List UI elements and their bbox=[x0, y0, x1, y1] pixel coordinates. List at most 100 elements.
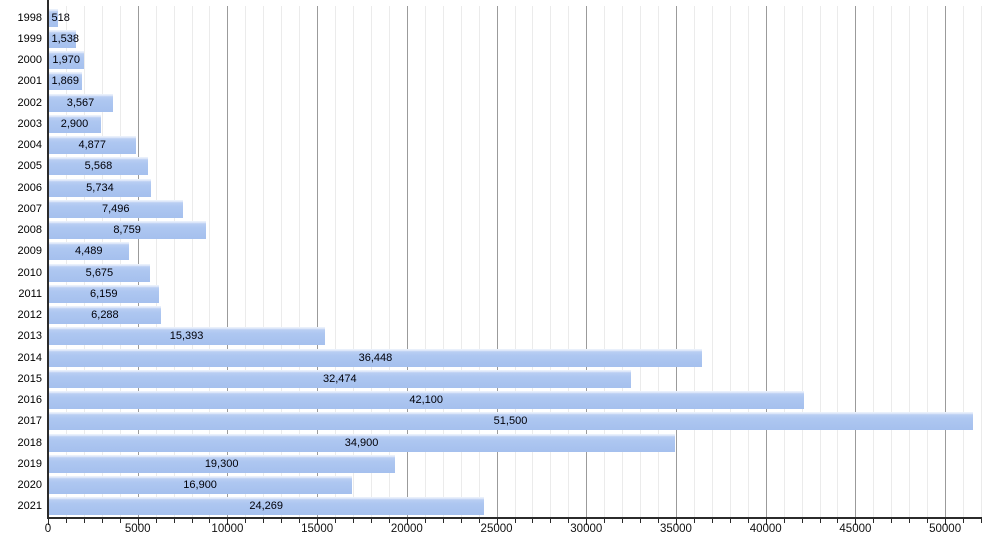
gridline-minor bbox=[568, 6, 570, 517]
x-axis-minor-tick bbox=[981, 518, 982, 523]
x-axis-minor-tick bbox=[729, 518, 731, 523]
x-axis-minor-tick bbox=[711, 518, 713, 523]
x-axis-major-tick bbox=[855, 518, 857, 525]
x-axis-minor-tick bbox=[927, 518, 929, 523]
bar-value-label: 4,489 bbox=[75, 245, 103, 258]
x-axis-tick-label: 20000 bbox=[390, 523, 423, 535]
gridline-major bbox=[855, 6, 857, 517]
y-axis-category-label: 2000 bbox=[17, 54, 42, 67]
gridline-minor bbox=[209, 6, 211, 517]
x-axis-minor-tick bbox=[299, 518, 301, 523]
x-axis-minor-tick bbox=[514, 518, 516, 523]
y-axis-line bbox=[47, 0, 49, 518]
bar-value-label: 36,448 bbox=[358, 351, 393, 364]
x-axis-minor-tick bbox=[335, 518, 337, 523]
bar-value-label: 8,759 bbox=[113, 224, 141, 237]
x-axis-tick-label: 10000 bbox=[211, 523, 244, 535]
y-axis-category-label: 1999 bbox=[17, 32, 42, 45]
gridline-major bbox=[945, 6, 947, 517]
bar: 6,159 bbox=[48, 284, 159, 303]
y-axis-category-label: 2007 bbox=[17, 202, 42, 215]
x-axis-minor-tick bbox=[783, 518, 785, 523]
bar-value-label: 5,568 bbox=[84, 160, 113, 173]
gridline-minor bbox=[729, 6, 731, 517]
y-axis-category-label: 2014 bbox=[17, 351, 42, 364]
bar: 2,900 bbox=[48, 114, 101, 133]
x-axis-minor-tick bbox=[83, 518, 85, 523]
bar: 6,288 bbox=[48, 306, 162, 325]
gridline-minor bbox=[873, 6, 875, 517]
x-axis-major-tick bbox=[675, 518, 677, 525]
y-axis-category-label: 2016 bbox=[17, 394, 42, 407]
x-axis-tick-label: 50000 bbox=[929, 523, 962, 535]
gridline-minor bbox=[747, 6, 749, 517]
y-axis-category-label: 2012 bbox=[17, 309, 42, 322]
gridline-minor bbox=[514, 6, 516, 517]
x-axis-minor-tick bbox=[281, 518, 283, 523]
gridline-minor bbox=[622, 6, 624, 517]
y-axis-category-label: 2006 bbox=[17, 181, 42, 194]
y-axis-category-label: 2013 bbox=[17, 330, 42, 343]
y-axis-category-label: 2020 bbox=[17, 479, 42, 492]
gridline-minor bbox=[640, 6, 642, 517]
x-axis-minor-tick bbox=[693, 518, 695, 523]
bar-value-label: 1,869 bbox=[51, 75, 80, 88]
gridline-minor bbox=[963, 6, 965, 517]
y-axis-category-label: 2008 bbox=[17, 224, 42, 237]
x-axis-tick-label: 0 bbox=[44, 523, 52, 535]
bar: 1,869 bbox=[48, 72, 83, 91]
gridline-major bbox=[406, 6, 408, 517]
x-axis-minor-tick bbox=[191, 518, 193, 523]
y-axis-category-label: 2011 bbox=[18, 287, 42, 300]
gridline-minor bbox=[658, 6, 660, 517]
gridline-major bbox=[586, 6, 588, 517]
x-axis-minor-tick bbox=[442, 518, 444, 523]
gridline-minor bbox=[837, 6, 839, 517]
bar-value-label: 6,159 bbox=[89, 287, 118, 300]
y-axis-category-label: 1998 bbox=[17, 11, 42, 24]
x-axis-minor-tick bbox=[909, 518, 911, 523]
y-axis-category-label: 2017 bbox=[17, 415, 42, 428]
x-axis-minor-tick bbox=[622, 518, 624, 523]
gridline-minor bbox=[353, 6, 355, 517]
x-axis-tick-label: 30000 bbox=[570, 523, 603, 535]
x-axis-minor-tick bbox=[209, 518, 211, 523]
gridline-minor bbox=[711, 6, 713, 517]
bar: 4,877 bbox=[48, 136, 136, 155]
x-axis-minor-tick bbox=[819, 518, 821, 523]
gridline-minor bbox=[981, 6, 982, 517]
bar: 42,100 bbox=[48, 391, 804, 410]
x-axis-minor-tick bbox=[837, 518, 839, 523]
x-axis-major-tick bbox=[765, 518, 767, 525]
x-axis-minor-tick bbox=[424, 518, 426, 523]
gridline-major bbox=[317, 6, 319, 517]
x-axis-minor-tick bbox=[478, 518, 480, 523]
bar: 5,675 bbox=[48, 263, 151, 282]
y-axis-category-label: 2010 bbox=[17, 266, 42, 279]
gridline-minor bbox=[101, 6, 103, 517]
gridline-minor bbox=[263, 6, 265, 517]
bar: 1,538 bbox=[48, 29, 80, 48]
y-axis-category-label: 2003 bbox=[17, 117, 42, 130]
gridline-minor bbox=[119, 6, 121, 517]
x-axis-major-tick bbox=[48, 518, 49, 525]
x-axis-minor-tick bbox=[550, 518, 552, 523]
bar-value-label: 42,100 bbox=[409, 394, 443, 407]
gridline-minor bbox=[927, 6, 929, 517]
gridline-minor bbox=[173, 6, 175, 517]
bar: 16,900 bbox=[48, 476, 352, 495]
gridline-minor bbox=[909, 6, 911, 517]
bar: 32,474 bbox=[48, 369, 632, 388]
gridline-minor bbox=[693, 6, 695, 517]
x-axis-minor-tick bbox=[460, 518, 462, 523]
bar-value-label: 1,538 bbox=[51, 32, 80, 45]
x-axis-minor-tick bbox=[891, 518, 893, 523]
gridline-minor bbox=[442, 6, 444, 517]
gridline-minor bbox=[281, 6, 283, 517]
gridline-minor bbox=[370, 6, 372, 517]
gridline-minor bbox=[424, 6, 426, 517]
gridline-minor bbox=[155, 6, 157, 517]
x-axis-major-tick bbox=[406, 518, 408, 525]
x-axis-major-tick bbox=[137, 518, 139, 525]
gridline-minor bbox=[83, 6, 85, 517]
